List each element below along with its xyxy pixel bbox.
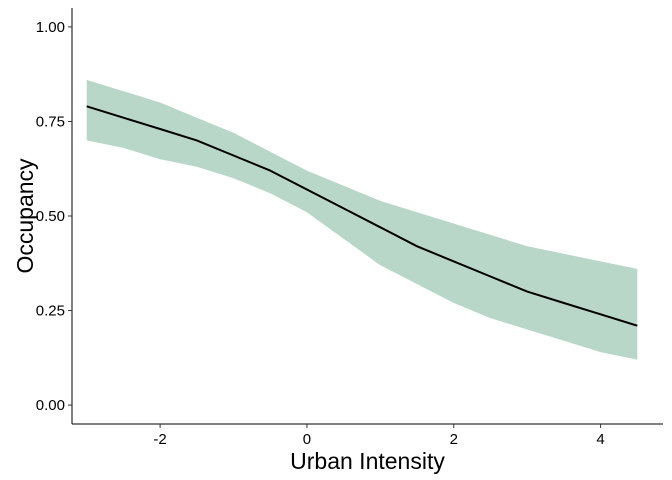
x-tick-label: 0 bbox=[303, 431, 311, 448]
confidence-band-layer bbox=[86, 79, 638, 360]
fitted-occupancy-line bbox=[86, 105, 638, 327]
x-axis-title: Urban Intensity bbox=[290, 448, 445, 474]
y-tick-label: 0.50 bbox=[36, 208, 65, 225]
y-tick-label: 0.75 bbox=[36, 113, 65, 130]
y-tick-label: 0.00 bbox=[36, 397, 65, 414]
x-axis-ticks: -2 0 2 4 bbox=[153, 424, 605, 448]
y-axis-title: Occupancy bbox=[12, 158, 38, 274]
x-tick-label: 2 bbox=[450, 431, 458, 448]
y-tick-label: 1.00 bbox=[36, 19, 65, 36]
x-tick-label: -2 bbox=[153, 431, 166, 448]
y-tick-label: 0.25 bbox=[36, 303, 65, 320]
y-axis-ticks: 0.00 0.25 0.50 0.75 1.00 bbox=[36, 19, 72, 414]
fitted-line-layer bbox=[86, 105, 638, 327]
x-tick-label: 4 bbox=[596, 431, 604, 448]
confidence-band bbox=[86, 79, 638, 360]
